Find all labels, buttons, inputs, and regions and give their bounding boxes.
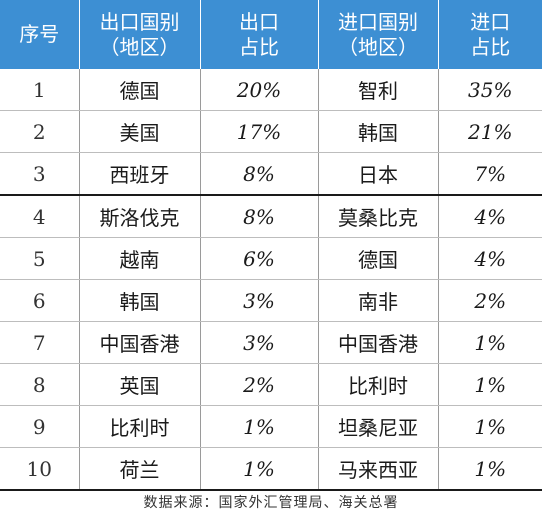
row-index: 4 bbox=[0, 195, 80, 238]
import-share-cell: 1% bbox=[438, 363, 542, 406]
header-import-country-line1: 进口国别 bbox=[338, 9, 418, 34]
import-share-cell: 4% bbox=[438, 237, 542, 280]
export-share-cell: 8% bbox=[200, 152, 319, 196]
header-import-share-line1: 进口 bbox=[470, 9, 511, 34]
row-index: 6 bbox=[0, 279, 80, 322]
import-country-cell: 马来西亚 bbox=[318, 447, 439, 491]
row-index: 3 bbox=[0, 152, 80, 196]
header-export-country-line2: （地区） bbox=[99, 34, 180, 59]
import-share-cell: 1% bbox=[438, 447, 542, 491]
import-share-cell: 4% bbox=[438, 195, 542, 238]
export-share-cell: 2% bbox=[200, 363, 319, 406]
data-source-note: 数据来源：国家外汇管理局、海关总署 bbox=[143, 495, 399, 511]
header-export-share-line1: 出口 bbox=[239, 9, 279, 34]
header-export-country-line1: 出口国别 bbox=[99, 9, 180, 34]
import-share-cell: 7% bbox=[438, 152, 542, 196]
header-index: 序号 bbox=[0, 0, 80, 69]
import-share-cell: 21% bbox=[438, 110, 542, 153]
header-export-share: 出口 占比 bbox=[200, 0, 319, 69]
import-country-cell: 坦桑尼亚 bbox=[318, 405, 439, 448]
header-import-country-line2: （地区） bbox=[338, 34, 418, 59]
export-country-cell: 中国香港 bbox=[79, 321, 201, 364]
row-index: 2 bbox=[0, 110, 80, 153]
export-share-cell: 3% bbox=[200, 321, 319, 364]
row-index: 10 bbox=[0, 447, 80, 491]
table-row: 6 韩国 3% 南非 2% bbox=[0, 279, 542, 322]
export-country-cell: 韩国 bbox=[79, 279, 201, 322]
import-share-cell: 1% bbox=[438, 321, 542, 364]
export-country-cell: 美国 bbox=[79, 110, 201, 153]
export-country-cell: 英国 bbox=[79, 363, 201, 406]
row-index: 1 bbox=[0, 69, 80, 111]
row-index: 9 bbox=[0, 405, 80, 448]
export-share-cell: 3% bbox=[200, 279, 319, 322]
import-country-cell: 中国香港 bbox=[318, 321, 439, 364]
export-country-cell: 西班牙 bbox=[79, 152, 201, 196]
export-share-cell: 1% bbox=[200, 447, 319, 491]
header-export-share-line2: 占比 bbox=[239, 34, 279, 59]
import-share-cell: 2% bbox=[438, 279, 542, 322]
import-country-cell: 南非 bbox=[318, 279, 439, 322]
table-row: 7 中国香港 3% 中国香港 1% bbox=[0, 321, 542, 364]
import-country-cell: 比利时 bbox=[318, 363, 439, 406]
header-import-share: 进口 占比 bbox=[438, 0, 542, 69]
row-index: 5 bbox=[0, 237, 80, 280]
row-index: 8 bbox=[0, 363, 80, 406]
table-row: 1 德国 20% 智利 35% bbox=[0, 69, 542, 111]
table-row: 9 比利时 1% 坦桑尼亚 1% bbox=[0, 405, 542, 448]
table-header-row: 序号 出口国别 （地区） 出口 占比 进口国别 （地区） 进口 占比 bbox=[0, 0, 542, 69]
export-country-cell: 越南 bbox=[79, 237, 201, 280]
export-country-cell: 德国 bbox=[79, 69, 201, 111]
header-import-share-line2: 占比 bbox=[470, 34, 511, 59]
import-country-cell: 德国 bbox=[318, 237, 439, 280]
table-row: 2 美国 17% 韩国 21% bbox=[0, 110, 542, 153]
export-share-cell: 17% bbox=[200, 110, 319, 153]
table-row: 4 斯洛伐克 8% 莫桑比克 4% bbox=[0, 195, 542, 238]
export-share-cell: 6% bbox=[200, 237, 319, 280]
export-share-cell: 8% bbox=[200, 195, 319, 238]
export-country-cell: 比利时 bbox=[79, 405, 201, 448]
import-share-cell: 35% bbox=[438, 69, 542, 111]
import-country-cell: 莫桑比克 bbox=[318, 195, 439, 238]
table-row: 3 西班牙 8% 日本 7% bbox=[0, 152, 542, 196]
table-row: 5 越南 6% 德国 4% bbox=[0, 237, 542, 280]
header-import-country: 进口国别 （地区） bbox=[318, 0, 439, 69]
export-share-cell: 1% bbox=[200, 405, 319, 448]
table-row: 10 荷兰 1% 马来西亚 1% bbox=[0, 447, 542, 491]
export-country-cell: 荷兰 bbox=[79, 447, 201, 491]
row-index: 7 bbox=[0, 321, 80, 364]
header-export-country: 出口国别 （地区） bbox=[79, 0, 201, 69]
header-index-label: 序号 bbox=[19, 22, 60, 46]
trade-table: 序号 出口国别 （地区） 出口 占比 进口国别 （地区） 进口 占比 bbox=[0, 0, 542, 491]
export-share-cell: 20% bbox=[200, 69, 319, 111]
table-row: 8 英国 2% 比利时 1% bbox=[0, 363, 542, 406]
export-country-cell: 斯洛伐克 bbox=[79, 195, 201, 238]
import-country-cell: 韩国 bbox=[318, 110, 439, 153]
import-share-cell: 1% bbox=[438, 405, 542, 448]
import-country-cell: 智利 bbox=[318, 69, 439, 111]
import-country-cell: 日本 bbox=[318, 152, 439, 196]
